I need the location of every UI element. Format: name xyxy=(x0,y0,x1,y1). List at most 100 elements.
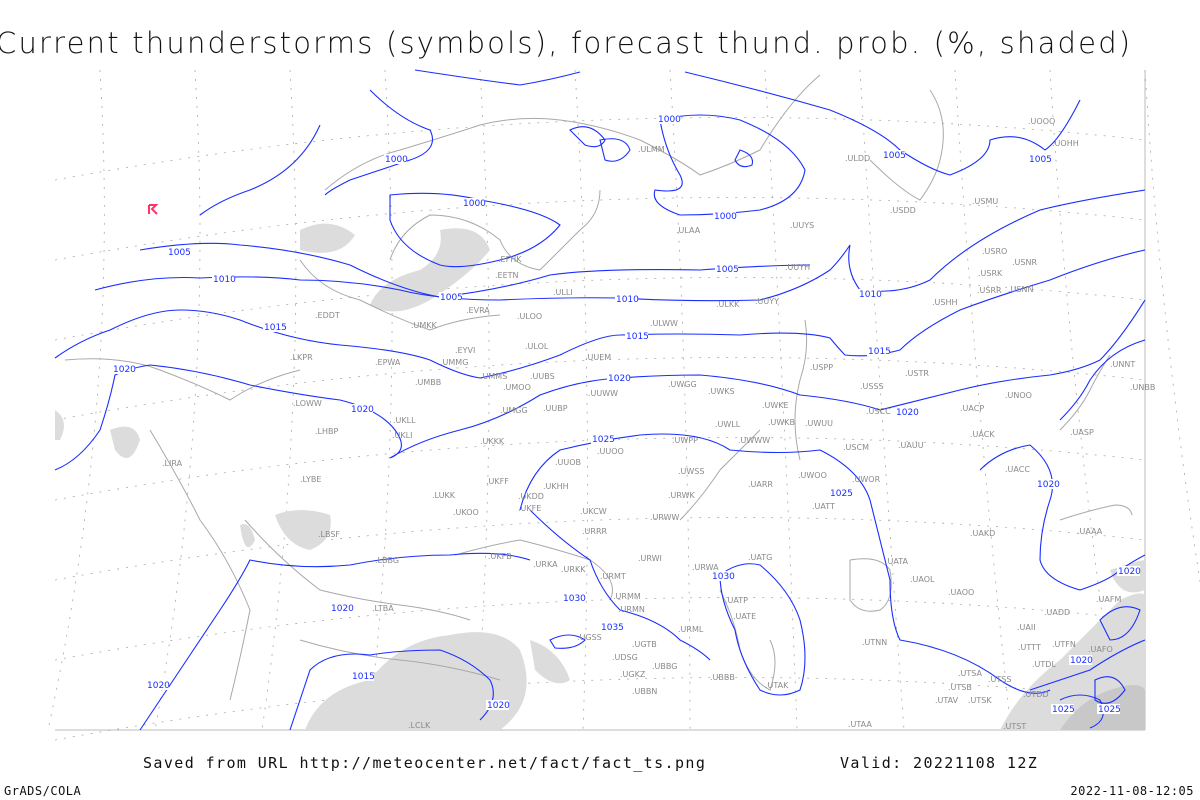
station-label: .UATT xyxy=(812,502,835,511)
station-label: .UKCW xyxy=(580,507,607,516)
station-label: .UUOO xyxy=(597,447,624,456)
isobar-label: 1020 xyxy=(331,604,354,614)
station-label: .USPP xyxy=(810,363,833,372)
station-label: .UUBP xyxy=(543,404,568,413)
station-label: .UGTB xyxy=(632,640,657,649)
isobar-label: 1010 xyxy=(213,275,236,285)
station-label: .USNR xyxy=(1012,258,1037,267)
station-label: .URML xyxy=(678,625,704,634)
isobar-label: 1020 xyxy=(1118,567,1141,577)
isobar-label: 1020 xyxy=(147,681,170,691)
isobar-label: 1020 xyxy=(1037,480,1060,490)
station-label: .URMN xyxy=(618,605,645,614)
station-label: .UAOL xyxy=(910,575,935,584)
station-label: .USHH xyxy=(932,298,958,307)
station-label: .UMGG xyxy=(500,406,528,415)
station-label: .ULOL xyxy=(525,342,549,351)
isobar-label: 1030 xyxy=(712,572,735,582)
station-label: .USNN xyxy=(1008,285,1033,294)
station-label: .LKPR xyxy=(290,353,313,362)
station-label: .LTBA xyxy=(372,604,394,613)
isobar-label: 1015 xyxy=(264,323,287,333)
station-label: .UUYY xyxy=(755,297,779,306)
station-label: .LBBG xyxy=(375,556,399,565)
station-label: .UTSA xyxy=(958,669,983,678)
station-label: .UTTT xyxy=(1018,643,1041,652)
station-label: .UWKE xyxy=(762,401,789,410)
software-credit: GrADS/COLA xyxy=(4,784,82,798)
isobar-label: 1000 xyxy=(463,199,486,209)
coastlines-borders xyxy=(64,74,1133,701)
station-label: .LHBP xyxy=(315,427,339,436)
isobar-label: 1005 xyxy=(168,248,191,258)
station-label: .UTAA xyxy=(848,720,872,729)
station-label: .UTFN xyxy=(1052,640,1076,649)
station-label: .URWA xyxy=(692,563,719,572)
station-label: .URWW xyxy=(650,513,680,522)
isobar-label: 1020 xyxy=(896,408,919,418)
station-label: .UKLI xyxy=(392,431,412,440)
station-label: .LCLK xyxy=(408,721,431,730)
station-label: .ULWW xyxy=(650,319,678,328)
station-label: .UUYS xyxy=(790,221,814,230)
station-label: .UUWW xyxy=(588,389,618,398)
isobar-label: 1015 xyxy=(868,347,891,357)
station-label: .UMKK xyxy=(411,321,438,330)
station-label: .ULKK xyxy=(716,300,740,309)
station-label: .UUBS xyxy=(530,372,555,381)
station-label: .ULAA xyxy=(676,226,701,235)
station-label: .URMM xyxy=(613,592,641,601)
station-label: .UKKK xyxy=(480,437,505,446)
station-label: .URKK xyxy=(561,565,586,574)
isobar-label: 1000 xyxy=(385,155,408,165)
station-label: .UUYH xyxy=(785,263,810,272)
station-label: .UBBN xyxy=(632,687,657,696)
station-label: .UADD xyxy=(1044,608,1070,617)
station-label: .UWUU xyxy=(805,419,833,428)
station-label: .UAOO xyxy=(948,588,974,597)
map-frame xyxy=(55,70,1145,730)
station-label: .LYBE xyxy=(300,475,321,484)
station-label: .UDSG xyxy=(612,653,638,662)
station-label: .UNOO xyxy=(1005,391,1032,400)
thunderstorm-symbol-icon xyxy=(148,204,159,215)
isobar-label: 1035 xyxy=(601,623,624,633)
station-label: .LBSF xyxy=(318,530,340,539)
station-label: .EETN xyxy=(495,271,519,280)
station-label: .ULOO xyxy=(517,312,542,321)
station-label: .ULDD xyxy=(845,154,870,163)
station-labels: .EDDT .LKPR .EPWA .EYVI .UMMG .UMBB .UMMS .UMOO… xyxy=(162,117,1155,731)
station-label: .UTAV xyxy=(935,696,959,705)
station-label: .USRR xyxy=(977,286,1002,295)
station-label: .URKA xyxy=(533,560,558,569)
station-label: .UAFM xyxy=(1096,595,1121,604)
station-label: .UAII xyxy=(1017,623,1036,632)
isobar-label: 1020 xyxy=(1070,656,1093,666)
station-label: .UGSS xyxy=(577,633,602,642)
isobar-label: 1030 xyxy=(563,594,586,604)
station-label: .URWI xyxy=(638,554,662,563)
isobar-label: 1025 xyxy=(830,489,853,499)
station-label: .EYVI xyxy=(455,346,475,355)
station-label: .URRR xyxy=(582,527,608,536)
isobar-label: 1005 xyxy=(440,293,463,303)
station-label: .UTDD xyxy=(1023,690,1049,699)
station-label: .UAAA xyxy=(1077,527,1103,536)
station-label: .UNNT xyxy=(1110,360,1135,369)
station-label: .UUOB xyxy=(555,458,581,467)
station-label: .UAUU xyxy=(898,441,924,450)
station-label: .UATP xyxy=(725,596,748,605)
station-label: .UOHH xyxy=(1052,139,1079,148)
station-label: .USRO xyxy=(982,247,1007,256)
station-label: .UWOO xyxy=(798,471,827,480)
station-label: .UUEM xyxy=(585,353,611,362)
station-label: .UKOO xyxy=(453,508,479,517)
isobar-labels: 1000 1000 1000 1000 1005 1005 1005 1005 1005 1010… xyxy=(112,114,1141,715)
station-label: .UNBB xyxy=(1130,383,1155,392)
station-label: .UKHH xyxy=(543,482,569,491)
station-label: .UTSB xyxy=(948,683,972,692)
station-label: .USRK xyxy=(978,269,1003,278)
station-label: .UATG xyxy=(748,553,772,562)
station-label: .EDDT xyxy=(315,311,340,320)
